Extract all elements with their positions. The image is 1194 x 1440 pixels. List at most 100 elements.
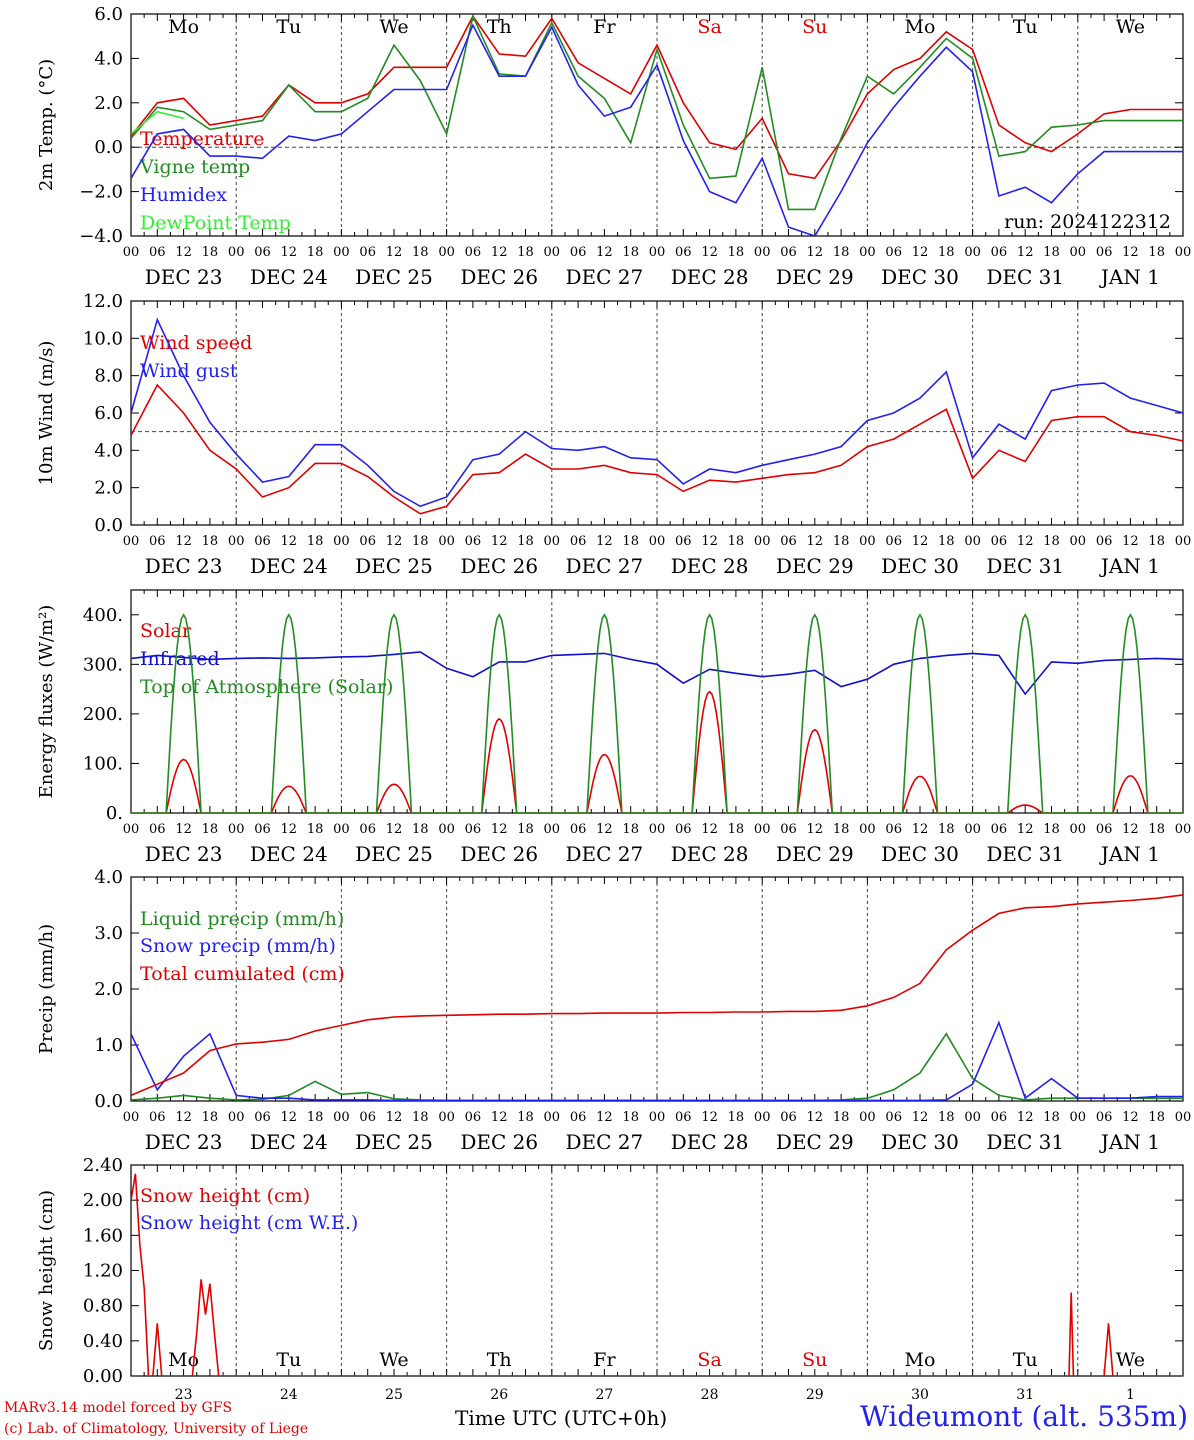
x-hour-label: 00 [123, 822, 140, 837]
x-hour-label: 12 [1017, 534, 1034, 549]
x-day-number: 23 [175, 1387, 193, 1403]
x-day-label: DEC 28 [671, 842, 749, 866]
x-hour-label: 18 [202, 245, 219, 260]
x-axis-title: Time UTC (UTC+0h) [455, 1406, 668, 1430]
x-hour-label: 12 [1017, 1110, 1034, 1125]
y-tick-label: 6.0 [94, 403, 123, 424]
x-hour-label: 12 [491, 534, 508, 549]
weekday-label: Fr [593, 1349, 616, 1371]
x-day-label: DEC 28 [671, 554, 749, 578]
y-tick-label: 4.0 [94, 440, 123, 461]
x-hour-label: 18 [517, 822, 534, 837]
x-day-label: DEC 23 [145, 1130, 223, 1154]
x-day-label: DEC 24 [250, 554, 328, 578]
x-hour-label: 12 [386, 1110, 403, 1125]
weekday-label: Mo [905, 16, 936, 38]
x-hour-label: 18 [517, 245, 534, 260]
x-hour-label: 06 [359, 822, 376, 837]
x-hour-label: 06 [780, 534, 797, 549]
x-day-number: 25 [385, 1387, 403, 1403]
series-line [131, 317, 1183, 508]
weekday-label: Mo [168, 16, 199, 38]
x-hour-label: 06 [149, 245, 166, 260]
x-hour-label: 06 [675, 534, 692, 549]
x-day-label: DEC 30 [881, 554, 959, 578]
y-tick-label: 0.0 [94, 515, 123, 536]
x-day-label: DEC 25 [355, 842, 433, 866]
legend-entry: Wind gust [140, 360, 238, 382]
x-hour-label: 18 [622, 245, 639, 260]
x-hour-label: 00 [438, 822, 455, 837]
series-line [131, 14, 1183, 180]
run-annotation: run: 2024122312 [1004, 211, 1171, 233]
legend-entry: Liquid precip (mm/h) [140, 908, 344, 930]
x-day-label: DEC 26 [460, 1130, 538, 1154]
weekday-label: Tu [1013, 16, 1038, 38]
x-hour-label: 00 [649, 534, 666, 549]
series-line [131, 23, 1183, 236]
x-day-label: DEC 23 [145, 842, 223, 866]
plot-frame [130, 589, 1184, 814]
x-hour-label: 00 [859, 245, 876, 260]
x-hour-label: 12 [701, 822, 718, 837]
x-hour-label: 06 [465, 1110, 482, 1125]
x-hour-label: 12 [807, 1110, 824, 1125]
x-hour-label: 12 [912, 534, 929, 549]
x-day-label: DEC 30 [881, 842, 959, 866]
x-day-number: 24 [280, 1387, 298, 1403]
x-day-label: DEC 23 [145, 265, 223, 289]
y-tick-label: 0.40 [83, 1331, 123, 1352]
y-axis-label: Snow height (cm) [36, 1190, 57, 1351]
x-day-label: DEC 27 [566, 554, 644, 578]
legend-entry: Vigne temp [139, 156, 250, 178]
x-day-label: DEC 29 [776, 1130, 854, 1154]
x-hour-label: 12 [386, 822, 403, 837]
x-hour-label: 06 [991, 1110, 1008, 1125]
weekday-label: We [1116, 1349, 1145, 1371]
x-day-number: 27 [595, 1387, 613, 1403]
legend-entry: Top of Atmosphere (Solar) [140, 676, 393, 698]
x-hour-label: 00 [649, 245, 666, 260]
x-hour-label: 00 [1175, 534, 1192, 549]
x-hour-label: 12 [281, 822, 298, 837]
x-hour-label: 18 [202, 822, 219, 837]
x-hour-label: 00 [544, 245, 561, 260]
chart-panel-4: 4.0 3.0 2.0 1.0 0.0 Precip (mm/h) 00 06 12 18 00 06… [36, 867, 1191, 1154]
station-name: Wideumont (alt. 535m) [860, 1400, 1188, 1433]
x-hour-label: 18 [307, 534, 324, 549]
y-tick-label: 2.40 [83, 1155, 123, 1176]
x-day-label: DEC 28 [671, 1130, 749, 1154]
x-day-label: DEC 31 [986, 1130, 1064, 1154]
x-hour-label: 12 [175, 245, 192, 260]
legend-entry: Snow height (cm) [140, 1185, 310, 1207]
y-tick-label: 2.0 [94, 979, 123, 1000]
x-hour-label: 18 [517, 1110, 534, 1125]
x-hour-label: 06 [570, 1110, 587, 1125]
legend-entry: Solar [140, 620, 192, 642]
y-tick-label: 4.0 [94, 867, 123, 888]
x-hour-label: 12 [807, 245, 824, 260]
x-hour-label: 06 [991, 822, 1008, 837]
legend-entry: DewPoint Temp [140, 212, 291, 234]
x-hour-label: 18 [412, 534, 429, 549]
x-hour-label: 18 [1148, 245, 1165, 260]
y-tick-label: 0.0 [94, 137, 123, 158]
x-hour-label: 18 [622, 1110, 639, 1125]
x-day-label: DEC 24 [250, 842, 328, 866]
x-hour-label: 00 [544, 1110, 561, 1125]
x-hour-label: 06 [885, 822, 902, 837]
x-day-label: JAN 1 [1099, 1130, 1160, 1154]
x-hour-label: 18 [1043, 822, 1060, 837]
x-day-label: JAN 1 [1099, 842, 1160, 866]
x-day-label: DEC 27 [566, 1130, 644, 1154]
x-hour-label: 00 [754, 534, 771, 549]
x-hour-label: 00 [1175, 822, 1192, 837]
x-hour-label: 18 [202, 534, 219, 549]
x-hour-label: 18 [938, 534, 955, 549]
x-hour-label: 18 [728, 534, 745, 549]
y-axis-label: 2m Temp. (°C) [36, 59, 57, 191]
x-hour-label: 06 [885, 534, 902, 549]
x-hour-label: 00 [1070, 534, 1087, 549]
lab-credit: (c) Lab. of Climatology, University of L… [4, 1421, 309, 1437]
x-hour-label: 00 [228, 822, 245, 837]
